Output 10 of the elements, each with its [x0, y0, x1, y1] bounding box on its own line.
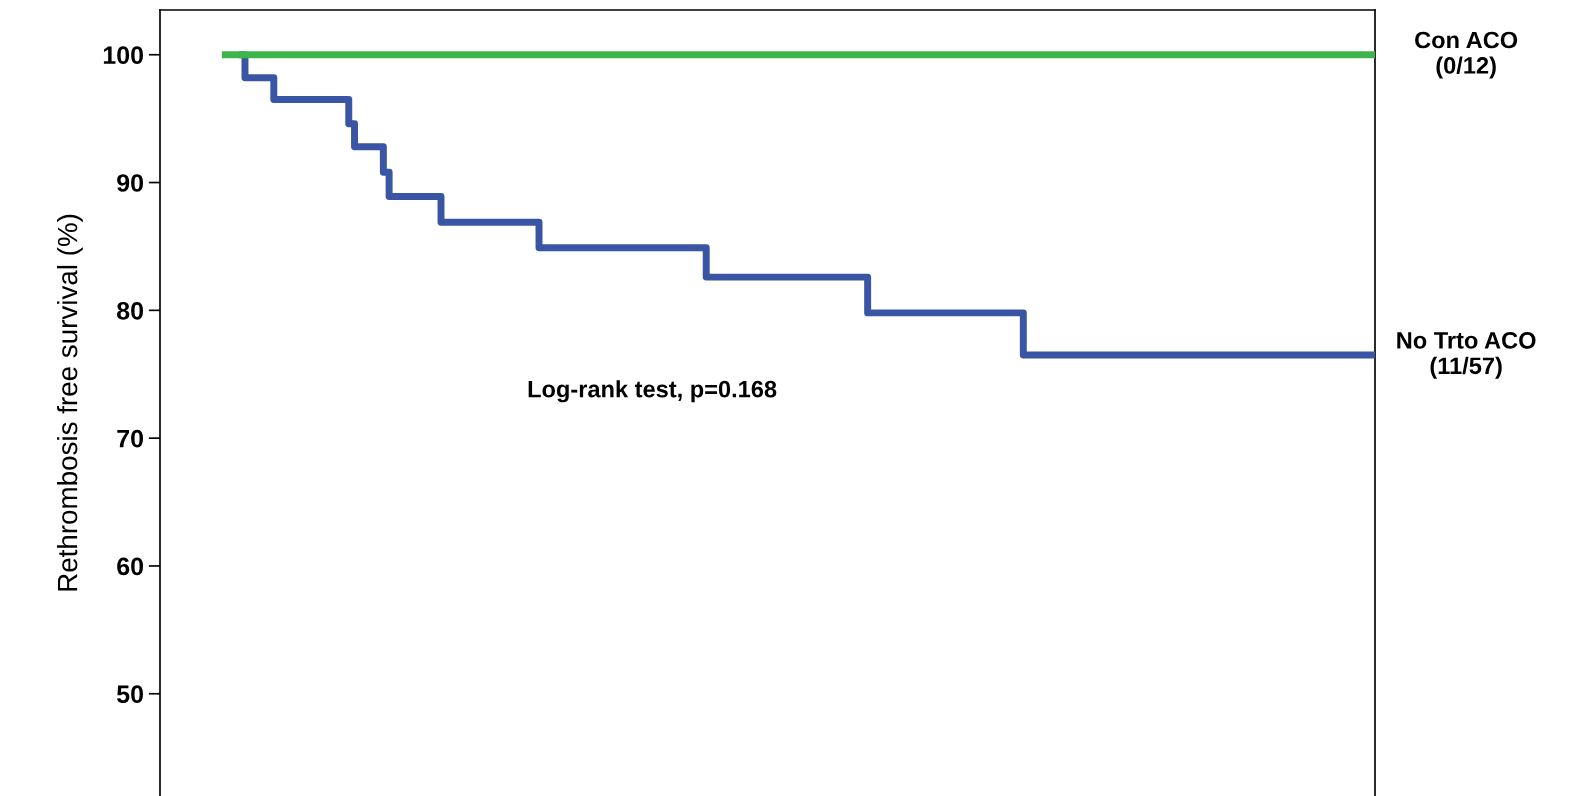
y-tick-label: 90 — [117, 174, 144, 192]
series-label: Con ACO (0/12) — [1415, 31, 1518, 79]
y-tick-label: 80 — [117, 301, 144, 320]
y-tick-label: 60 — [117, 557, 144, 576]
y-tick-label: 50 — [116, 685, 144, 704]
annotation: Log-rank test, p=0.168 — [528, 380, 777, 403]
series-label: No Trto ACO (11/57) — [1397, 331, 1536, 379]
y-axis-title: Rethrombosis free survival (%) — [56, 214, 83, 591]
y-tick-label: 70 — [117, 429, 144, 448]
y-tick-label: 100 — [103, 46, 144, 65]
